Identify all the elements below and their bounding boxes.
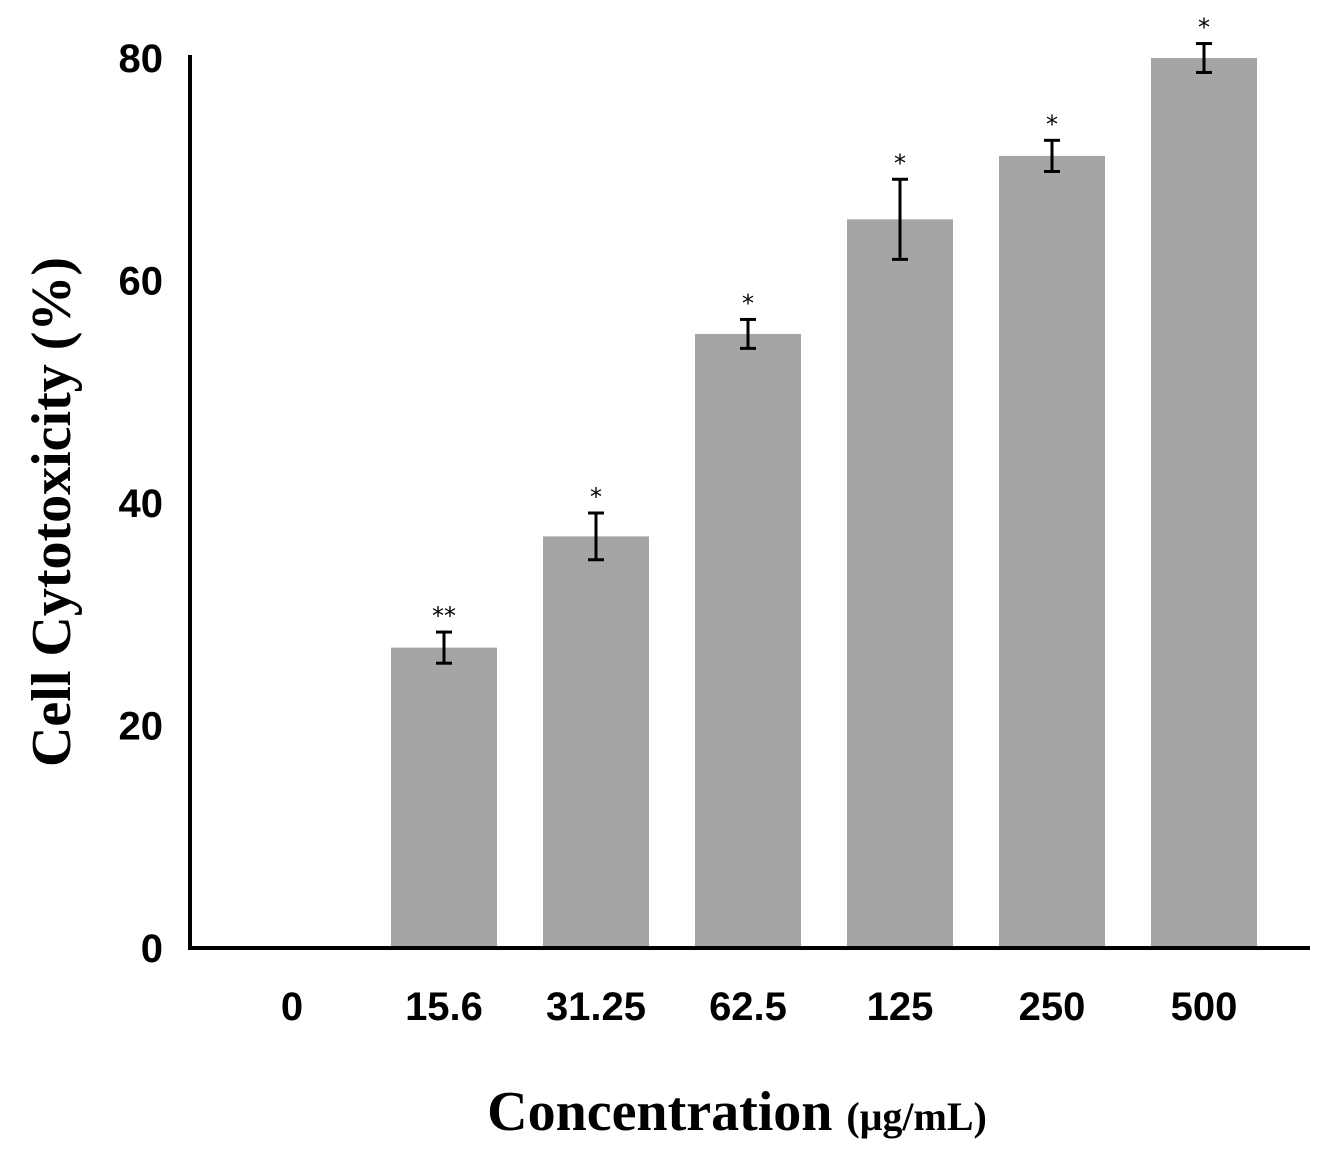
error-bar-125 [892,177,908,261]
error-bars-group [436,42,1212,665]
x-tick-label-15.6: 15.6 [405,985,483,1029]
x-tick-label-500: 500 [1171,985,1238,1029]
bar-31.25 [543,536,649,948]
error-bar-500 [1196,42,1212,74]
significance-marker-250: * [1046,110,1058,138]
x-tick-label-250: 250 [1019,985,1086,1029]
bar-62.5 [695,333,801,948]
bar-125 [847,219,953,948]
significance-marker-31.25: * [590,483,602,511]
x-axis-unit: (μg/mL) [846,1094,986,1139]
x-tick-label-0: 0 [281,985,303,1029]
error-bar-15.6 [436,630,452,665]
bar-250 [999,155,1105,948]
x-axis-label-group: Concentration (μg/mL) [487,1081,987,1143]
y-tick-label-80: 80 [119,37,164,81]
significance-marker-125: * [894,149,906,177]
significance-marker-500: * [1198,14,1210,42]
x-tick-label-31.25: 31.25 [546,985,646,1029]
axes-group [188,55,1310,950]
x-axis-label: Concentration [487,1081,832,1143]
x-tick-label-125: 125 [867,985,934,1029]
x-ticks-group: 0 15.6 31.25 62.5 125 250 500 [281,985,1238,1029]
y-tick-label-60: 60 [119,260,164,304]
y-tick-label-20: 20 [119,705,164,749]
significance-marker-62.5: * [742,289,754,317]
bar-500 [1151,58,1257,948]
y-tick-label-40: 40 [119,482,164,526]
error-bar-31.25 [588,511,604,562]
y-axis-label: Cell Cytotoxicity (%) [21,257,83,767]
y-ticks-group: 0 20 40 60 80 [119,37,164,971]
x-tick-label-62.5: 62.5 [709,985,787,1029]
y-tick-label-0: 0 [141,927,163,971]
error-bar-250 [1044,138,1060,173]
significance-marker-15.6: ** [432,602,456,630]
error-bar-62.5 [740,317,756,350]
bars-group [391,58,1257,948]
bar-15.6 [391,647,497,948]
significance-group: ******* [432,14,1210,631]
